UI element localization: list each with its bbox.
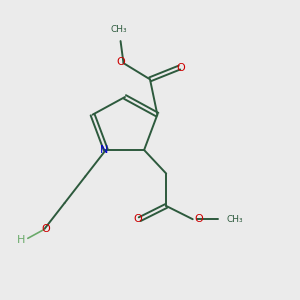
Text: O: O xyxy=(116,57,125,67)
Text: O: O xyxy=(194,214,203,224)
Text: O: O xyxy=(134,214,142,224)
Text: O: O xyxy=(41,224,50,235)
Text: H: H xyxy=(16,235,25,245)
Text: CH₃: CH₃ xyxy=(226,215,243,224)
Text: CH₃: CH₃ xyxy=(111,25,128,34)
Text: N: N xyxy=(100,145,109,155)
Text: O: O xyxy=(176,63,185,73)
